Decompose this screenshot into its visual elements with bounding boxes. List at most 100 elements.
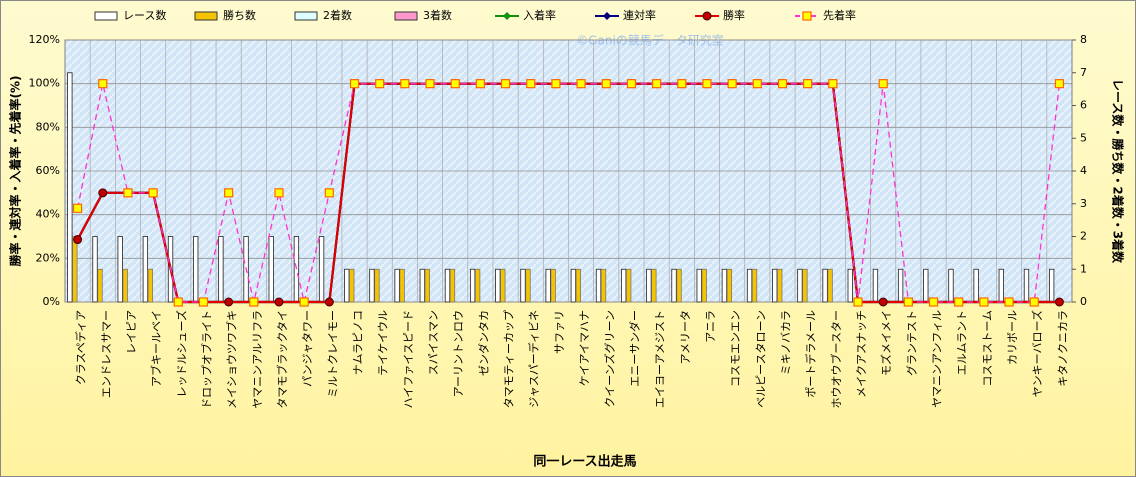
bar [142,236,149,303]
marker [450,79,460,89]
bar [474,268,481,303]
y2-tick-label: 0 [1080,295,1087,308]
y2-tick-label: 5 [1080,131,1087,144]
marker [752,79,762,89]
x-tick-label: ゼンダンタカ [476,310,490,376]
bar [72,236,78,303]
marker [1054,297,1064,307]
legend-marker [503,12,511,20]
legend-label: レース数 [123,9,166,22]
marker [828,79,838,89]
bar [67,72,73,303]
marker [73,235,83,245]
x-tick-label: ヤマニンアルリフラ [251,310,264,409]
bar [772,268,778,303]
line [76,83,1061,303]
marker [274,188,284,198]
marker [803,79,813,89]
bar [701,268,707,303]
bar [369,268,375,303]
marker [777,79,788,89]
marker [928,297,939,307]
legend-marker [802,11,812,21]
bar [1023,268,1030,303]
bar [147,268,154,303]
y2-tick-label: 8 [1080,33,1087,46]
bar [318,236,325,303]
bar [751,268,758,303]
x-tick-label: ホウオウブースター [829,310,843,408]
bar [293,236,300,303]
bar [218,236,224,303]
marker [954,297,964,307]
bar [646,268,652,303]
x-tick-label: ポートデラメール [804,310,818,398]
marker [1004,297,1014,307]
legend-swatch [394,11,418,21]
marker [702,79,712,89]
x-tick-label: アメリータ [679,310,692,364]
marker [526,79,536,89]
x-tick-label: ナムラピノコ [352,310,365,375]
y-tick-label: 20% [36,251,60,264]
bar [469,268,476,303]
bar [948,268,954,303]
legend-label: 3着数 [423,8,452,22]
y2-tick-label: 6 [1080,99,1087,112]
bar [626,268,632,303]
bar [122,268,128,303]
x-tick-label: ミキノバカラ [779,310,792,375]
bar [193,236,199,303]
y2-tick-label: 1 [1080,262,1087,275]
marker [652,79,662,89]
bar [595,268,602,303]
y-tick-label: 40% [36,208,60,221]
marker [727,79,737,89]
marker [274,297,284,307]
bar [344,268,350,303]
bar [923,268,929,303]
legend-swatch [194,11,218,21]
marker [224,188,234,198]
x-tick-label: コスモストーム [981,310,994,387]
marker [324,297,334,307]
marker [249,297,259,307]
legend-marker [603,12,611,20]
legend-label: 勝ち数 [223,8,256,22]
marker [576,79,586,89]
x-tick-label: アブキールベイ [149,310,163,387]
x-tick-label: エルムラント [956,310,969,375]
bar [419,268,425,303]
x-tick-label: エニーサンダー [627,310,641,387]
bar [495,268,501,303]
x-tick-label: ヤンキーバローズ [1030,310,1044,397]
x-tick-label: ミルトクレイモー [326,310,339,398]
bar [797,268,803,303]
marker [72,203,83,213]
marker [551,79,561,89]
marker [1054,79,1065,89]
marker [400,79,410,89]
marker [903,297,913,307]
y-tick-label: 100% [29,77,60,90]
legend-marker [702,11,712,21]
y-tick-label: 60% [36,164,60,177]
x-tick-label: レイピア [125,310,138,354]
bar [550,268,556,303]
marker [853,297,863,307]
bar [726,268,733,303]
bar [424,268,430,303]
y2-tick-label: 4 [1080,164,1087,177]
marker [375,79,385,89]
bar [998,268,1004,303]
marker [123,188,133,198]
legend-label: 2着数 [323,8,352,22]
bar [374,268,380,303]
bar [349,268,355,303]
x-tick-label: コスモエンエン [729,310,742,387]
x-tick-label: エンドレスサマー [100,310,113,398]
x-tick-label: レッドルシューズ [174,310,188,397]
bar [500,268,506,303]
marker [878,79,888,89]
